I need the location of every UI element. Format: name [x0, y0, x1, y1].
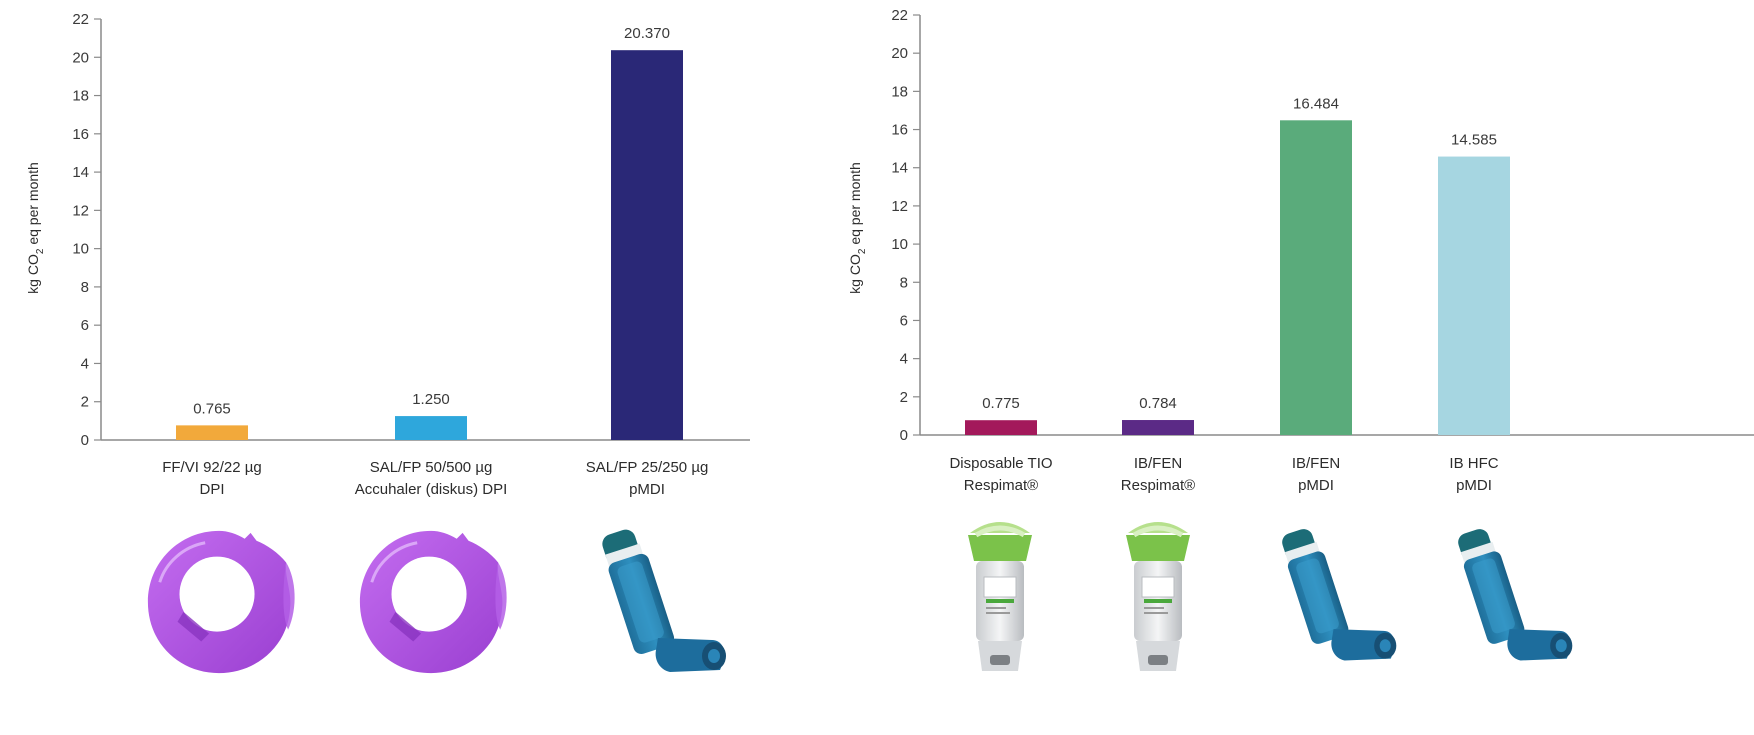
y-tick-label: 8 [900, 274, 908, 291]
y-tick-label: 10 [891, 236, 908, 253]
left-y-ticks: 0 2 4 6 8 10 12 14 16 18 20 22 [72, 11, 101, 449]
category-label: pMDI [629, 481, 665, 498]
y-tick-label: 0 [900, 427, 908, 444]
respimat-inhaler-icon [968, 522, 1032, 671]
category-label: SAL/FP 25/250 µg [586, 459, 709, 476]
y-tick-label: 4 [900, 351, 908, 368]
y-tick-label: 14 [72, 164, 89, 181]
bar [395, 416, 467, 440]
y-tick-label: 0 [81, 432, 89, 449]
bar-value-label: 0.784 [1139, 395, 1177, 412]
bar [1122, 420, 1194, 435]
left-y-axis-title: kg CO2 eq per month [25, 162, 46, 294]
category-label: Respimat® [1121, 477, 1195, 494]
pmdi-inhaler-icon [1456, 524, 1573, 661]
bar-value-label: 16.484 [1293, 95, 1339, 112]
y-tick-label: 4 [81, 355, 89, 372]
left-chart: kg CO2 eq per month 0246810121416182022 … [25, 11, 750, 675]
category-label: pMDI [1456, 477, 1492, 494]
category-label: IB HFC [1449, 455, 1498, 472]
accuhaler-inhaler-icon [358, 529, 509, 675]
y-tick-label: 12 [72, 202, 89, 219]
y-tick-label: 18 [891, 83, 908, 100]
y-tick-label: 12 [891, 198, 908, 215]
right-y-ticks: 0 2 4 6 8 10 12 14 16 18 20 22 [891, 7, 920, 444]
category-label: pMDI [1298, 477, 1334, 494]
bar-value-label: 1.250 [412, 391, 450, 408]
category-label: DPI [199, 481, 224, 498]
category-label: IB/FEN [1292, 455, 1340, 472]
bar [611, 50, 683, 441]
bar [1438, 156, 1510, 436]
bar [965, 420, 1037, 435]
category-label: Accuhaler (diskus) DPI [355, 481, 508, 498]
left-bars: 0.765 1.250 20.370 [176, 25, 683, 441]
bar-value-label: 0.775 [982, 395, 1020, 412]
bar [176, 425, 248, 440]
category-label: Disposable TIO [949, 455, 1052, 472]
category-label: IB/FEN [1134, 455, 1182, 472]
bar [1280, 120, 1352, 436]
pmdi-inhaler-icon [1280, 524, 1397, 661]
right-category-labels: Disposable TIO Respimat® IB/FEN Respimat® IB… [949, 455, 1498, 494]
y-tick-label: 8 [81, 279, 89, 296]
bar-value-label: 14.585 [1451, 132, 1497, 149]
y-tick-label: 14 [891, 160, 908, 177]
y-tick-label: 6 [81, 317, 89, 334]
y-tick-label: 22 [72, 11, 89, 28]
y-tick-label: 16 [891, 122, 908, 139]
right-chart: kg CO2 eq per month 0246810121416182022 … [847, 7, 1754, 671]
y-tick-label: 20 [72, 49, 89, 66]
left-category-labels: FF/VI 92/22 µg DPI SAL/FP 50/500 µg Accuhal… [162, 459, 708, 498]
y-tick-label: 10 [72, 241, 89, 258]
y-tick-label: 20 [891, 45, 908, 62]
y-tick-label: 16 [72, 126, 89, 143]
category-label: Respimat® [964, 477, 1038, 494]
y-tick-label: 2 [81, 394, 89, 411]
y-tick-label: 18 [72, 88, 89, 105]
category-label: FF/VI 92/22 µg [162, 459, 262, 476]
y-tick-label: 2 [900, 389, 908, 406]
ellipta-inhaler-icon [146, 529, 297, 675]
right-y-axis-title: kg CO2 eq per month [847, 162, 868, 294]
respimat-inhaler-icon [1126, 522, 1190, 671]
category-label: SAL/FP 50/500 µg [370, 459, 493, 476]
pmdi-inhaler-icon [600, 525, 726, 672]
bar-value-label: 0.765 [193, 400, 231, 417]
y-tick-label: 22 [891, 7, 908, 24]
y-tick-label: 6 [900, 312, 908, 329]
bar-value-label: 20.370 [624, 25, 670, 42]
right-bars: 0.775 0.784 16.484 14.585 [965, 95, 1510, 436]
